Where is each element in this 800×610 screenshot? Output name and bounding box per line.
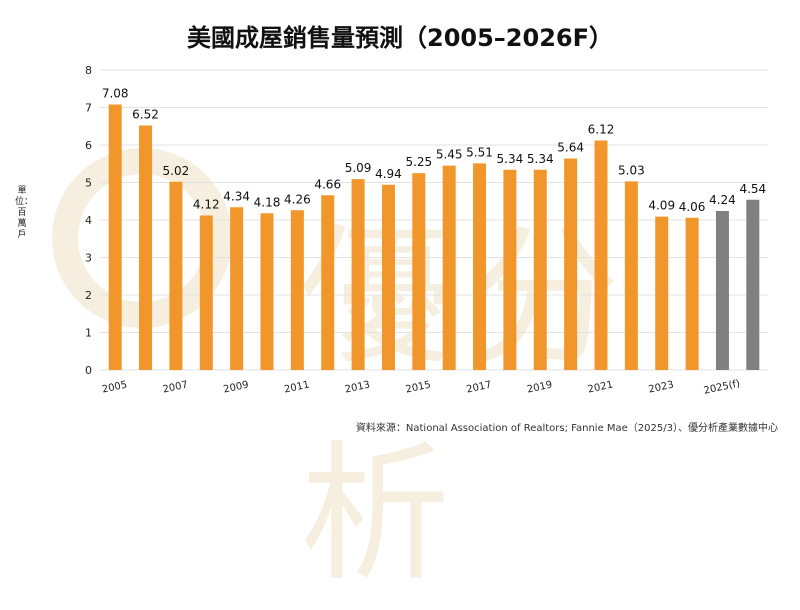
data-label: 4.09 — [648, 199, 675, 213]
bar — [473, 163, 487, 370]
y-tick-label: 5 — [85, 177, 92, 190]
data-label: 5.03 — [618, 163, 645, 177]
y-tick-label: 2 — [85, 289, 92, 302]
bar — [290, 210, 304, 370]
data-label: 6.52 — [132, 108, 159, 122]
y-tick-label: 0 — [85, 364, 92, 377]
data-label: 4.18 — [254, 195, 281, 209]
data-label: 5.45 — [436, 148, 463, 162]
y-tick-label: 8 — [85, 64, 92, 77]
data-label: 6.12 — [588, 123, 615, 137]
bar — [685, 217, 699, 370]
x-tick-label: 2019 — [526, 380, 553, 396]
bar — [533, 169, 547, 370]
x-tick-label: 2023 — [648, 380, 675, 396]
x-tick-label: 2009 — [223, 380, 250, 396]
bar — [321, 195, 335, 370]
bar — [260, 213, 274, 370]
bar — [169, 181, 183, 370]
x-tick-label: 2017 — [465, 380, 492, 396]
data-label: 5.09 — [345, 161, 372, 175]
data-label: 4.54 — [739, 182, 766, 196]
x-tick-label: 2015 — [405, 380, 432, 396]
x-tick-label: 2025(f) — [703, 378, 741, 396]
data-label: 5.02 — [163, 164, 190, 178]
data-label: 4.66 — [314, 177, 341, 191]
bar — [503, 169, 517, 370]
data-label: 5.34 — [497, 152, 524, 166]
data-label: 5.51 — [466, 145, 493, 159]
bar — [412, 173, 426, 370]
x-tick-label: 2005 — [101, 380, 128, 396]
data-label: 7.08 — [102, 87, 129, 101]
y-axis-unit-label: 單位：百萬戶 — [15, 186, 34, 240]
y-tick-label: 4 — [85, 214, 92, 227]
chart-title: 美國成屋銷售量預測（2005–2026F） — [187, 24, 613, 52]
bar — [715, 211, 729, 370]
x-tick-label: 2007 — [162, 380, 189, 396]
data-label: 4.12 — [193, 198, 220, 212]
bar — [139, 125, 153, 370]
y-tick-label: 7 — [85, 102, 92, 115]
bar — [564, 158, 578, 370]
y-tick-label: 1 — [85, 327, 92, 340]
bar — [624, 181, 638, 370]
bar — [199, 215, 213, 370]
y-tick-label: 3 — [85, 252, 92, 265]
data-label: 5.34 — [527, 152, 554, 166]
bar — [108, 104, 122, 370]
data-label: 5.64 — [557, 141, 584, 155]
x-tick-label: 2011 — [283, 380, 310, 396]
data-label: 4.94 — [375, 167, 402, 181]
bar — [655, 216, 669, 370]
data-label: 4.34 — [223, 189, 250, 203]
data-label: 5.25 — [405, 155, 432, 169]
bar — [351, 179, 365, 370]
x-tick-label: 2021 — [587, 380, 614, 396]
bar — [594, 140, 608, 370]
source-note: 資料來源：National Association of Realtors; F… — [355, 423, 778, 434]
bar — [442, 165, 456, 370]
bar — [746, 199, 760, 370]
bar-chart: 0 1 2 3 4 5 6 7 8 7.08 2005 6.52 5.02 2007 4.124.34 200… — [85, 64, 768, 397]
x-tick-label: 2013 — [344, 380, 371, 396]
bar — [381, 184, 395, 370]
data-label: 4.06 — [679, 200, 706, 214]
y-tick-label: 6 — [85, 139, 92, 152]
data-label: 4.26 — [284, 192, 311, 206]
bar — [230, 207, 244, 370]
data-label: 4.24 — [709, 193, 736, 207]
